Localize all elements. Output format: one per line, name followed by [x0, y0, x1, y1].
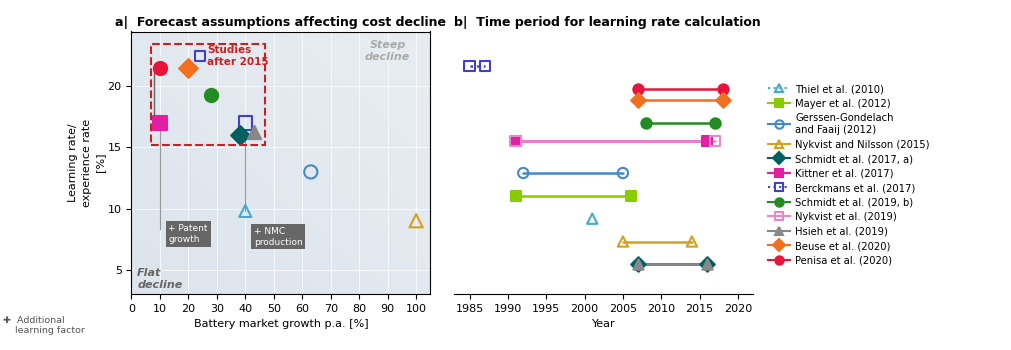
Point	[638, 120, 654, 126]
Point	[623, 193, 639, 199]
Point	[584, 216, 601, 222]
Point	[615, 239, 631, 244]
Point	[508, 138, 524, 144]
Point	[630, 261, 646, 267]
Text: Flat
decline: Flat decline	[137, 268, 182, 290]
Point	[630, 86, 646, 91]
Point	[238, 208, 254, 214]
Text: + NMC
production: + NMC production	[254, 226, 302, 247]
Point	[192, 53, 208, 59]
Text: b|  Time period for learning rate calculation: b| Time period for learning rate calcula…	[454, 16, 761, 29]
Point	[630, 261, 646, 267]
Point	[477, 63, 493, 69]
X-axis label: Year: Year	[591, 319, 616, 329]
Point	[715, 97, 731, 103]
X-axis label: Battery market growth p.a. [%]: Battery market growth p.a. [%]	[193, 319, 368, 329]
Text: + Patent
growth: + Patent growth	[169, 224, 208, 244]
Point	[180, 65, 196, 71]
Point	[700, 261, 716, 267]
Point	[715, 86, 731, 91]
Point	[408, 218, 425, 224]
Point	[152, 65, 168, 71]
Point	[152, 120, 168, 126]
Point	[232, 133, 248, 138]
Point	[707, 138, 723, 144]
Bar	[152, 44, 265, 145]
Text: ✚  Additional
    learning factor: ✚ Additional learning factor	[3, 316, 85, 335]
Text: Studies
after 2015: Studies after 2015	[207, 45, 269, 67]
Point	[683, 239, 700, 244]
Point	[508, 193, 524, 199]
Text: Steep
decline: Steep decline	[365, 40, 410, 62]
Point	[461, 63, 477, 69]
Point	[180, 226, 196, 232]
Point	[508, 138, 524, 144]
Point	[700, 261, 716, 267]
Point	[707, 120, 723, 126]
Y-axis label: Learning rate/
experience rate
[%]: Learning rate/ experience rate [%]	[69, 119, 105, 207]
Point	[700, 138, 716, 144]
Legend: Thiel et al. (2010), Mayer et al. (2012), Gerssen-Gondelach
and Faaij (2012), Ny: Thiel et al. (2010), Mayer et al. (2012)…	[765, 82, 933, 268]
Point	[203, 92, 219, 98]
Point	[630, 97, 646, 103]
Point	[302, 169, 318, 175]
Point	[246, 129, 262, 134]
Point	[615, 170, 631, 176]
Title: a|  Forecast assumptions affecting cost decline: a| Forecast assumptions affecting cost d…	[115, 16, 447, 29]
Point	[238, 120, 254, 126]
Point	[516, 170, 532, 176]
